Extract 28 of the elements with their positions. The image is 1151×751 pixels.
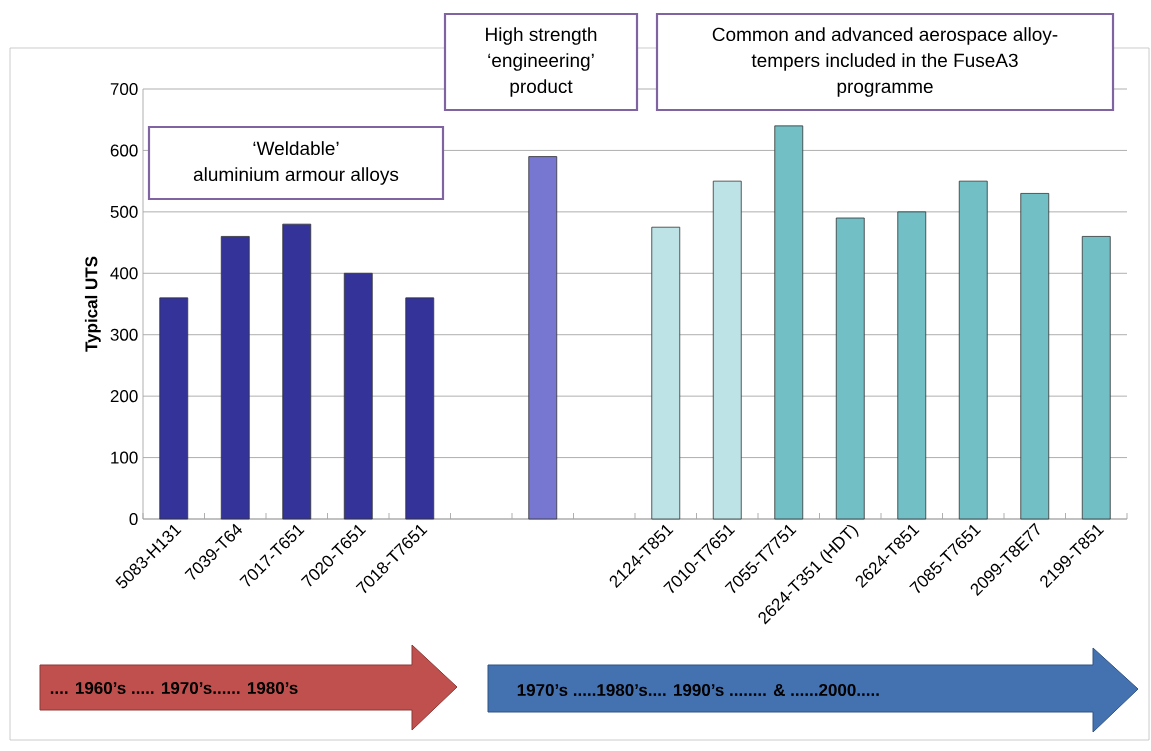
y-tick-label: 100 <box>111 451 138 464</box>
annotation: ‘Weldable’ aluminium armour alloys <box>193 141 399 185</box>
annotation: Common and advanced aerospace alloy- tempers included in the FuseA3 programme <box>712 27 1058 97</box>
text: 1970’s .....1980’s.... 1990’s ........ & ......2000..... <box>517 683 879 697</box>
bar <box>405 297 435 520</box>
bar <box>1081 236 1111 520</box>
bar <box>958 180 988 520</box>
bar <box>220 236 250 520</box>
bar <box>528 156 558 520</box>
y-tick-label: 600 <box>110 144 138 157</box>
text: .... 1960’s ..... 1970’s...... 1980’s <box>50 681 298 695</box>
y-tick-label: 400 <box>110 267 138 280</box>
y-axis-title: Typical UTS <box>84 256 101 352</box>
y-tick-label: 200 <box>110 390 138 403</box>
bar <box>897 211 927 520</box>
annotation: High strength ‘engineering’ product <box>486 27 597 97</box>
y-tick-label: 700 <box>110 82 138 96</box>
bar <box>282 223 312 520</box>
y-tick-label: 500 <box>110 205 138 218</box>
bar <box>159 297 189 520</box>
bar <box>651 226 681 520</box>
bar <box>343 272 373 520</box>
bar <box>1020 193 1050 520</box>
y-tick-label: 300 <box>110 328 138 341</box>
bar <box>835 217 865 520</box>
bar <box>712 180 742 520</box>
y-tick-label: 0 <box>129 512 138 526</box>
bar <box>774 125 804 520</box>
